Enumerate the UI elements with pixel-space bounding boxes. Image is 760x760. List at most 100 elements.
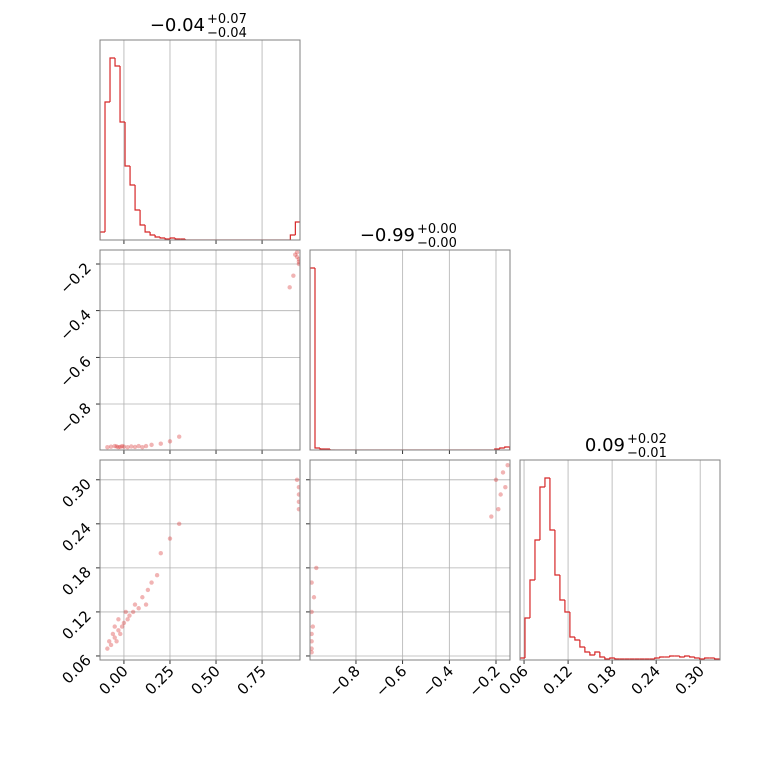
scatter-point [108, 642, 114, 648]
hist-bin [169, 237, 176, 239]
scatter-point [158, 441, 163, 446]
hist-bin [589, 652, 595, 656]
scatter-point [496, 506, 501, 512]
y-tick-label: −0.2 [56, 259, 94, 297]
axes-frame [99, 459, 301, 661]
scatter-point [296, 257, 300, 262]
hist-bin [569, 612, 575, 638]
scatter-point [296, 259, 300, 264]
y-tick-label: −0.6 [56, 352, 94, 390]
scatter-point [314, 565, 319, 571]
scatter-point [105, 646, 110, 651]
hist-bin [669, 655, 675, 657]
scatter-point [167, 439, 173, 444]
scatter-point [116, 628, 121, 633]
hist-bin [539, 486, 545, 540]
hist-bin [544, 477, 550, 487]
scatter-point [500, 470, 506, 475]
scatter-point [296, 506, 300, 512]
scatter-point [143, 443, 149, 449]
y-tick-label: 0.06 [58, 651, 94, 687]
scatter [105, 250, 300, 450]
scatter-point [132, 602, 138, 607]
x-tick-label: −0.2 [465, 662, 503, 700]
title-value: −0.04 [150, 15, 205, 36]
scatter-point [310, 646, 314, 651]
hist-bin [310, 267, 315, 450]
y-tick-label: 0.24 [58, 519, 94, 555]
scatter-point [505, 462, 510, 468]
scatter-point [294, 254, 300, 260]
y-tick-label: 0.18 [58, 563, 94, 599]
scatter-point [112, 624, 117, 629]
scatter-point [118, 631, 123, 637]
scatter-point [149, 580, 154, 585]
x-tick-label: 0.24 [628, 662, 664, 698]
scatter-point [310, 631, 314, 637]
scatter-point [136, 443, 141, 449]
scatter-point [310, 580, 314, 585]
hist-bin [594, 651, 600, 655]
hist-bin [549, 478, 555, 531]
scatter-point [121, 444, 127, 449]
scatter-point [125, 444, 130, 450]
scatter-point [158, 551, 163, 556]
hist-bin [579, 640, 585, 648]
scatter-point [114, 444, 119, 449]
x-tick-label: 0.25 [141, 662, 177, 698]
scatter-point [287, 285, 292, 290]
title-minus: −0.04 [207, 26, 247, 41]
hist-bin [554, 530, 560, 576]
scatter-point [167, 536, 173, 541]
y-tick-label: 0.12 [58, 607, 94, 643]
hist-bin [599, 652, 605, 658]
scatter-point [112, 443, 117, 449]
scatter-point [294, 477, 300, 483]
x-tick-label: 0.30 [672, 662, 708, 698]
hist-bin [609, 657, 615, 659]
hist-bin [699, 658, 705, 660]
scatter-point [176, 434, 182, 439]
axes-frame [99, 39, 301, 241]
scatter-point [110, 631, 116, 637]
scatter-point [310, 624, 316, 629]
hist-bin [684, 655, 690, 657]
scatter-point [130, 609, 136, 615]
scatter-point [136, 606, 141, 611]
title-minus: −0.01 [627, 446, 667, 461]
x-tick-label: −0.4 [419, 662, 457, 700]
hist-bin [109, 57, 116, 102]
scatter-point [119, 443, 125, 449]
scatter-point [310, 639, 314, 644]
title-value: −0.99 [360, 225, 415, 246]
histogram [100, 57, 300, 240]
hist-bin [694, 657, 700, 659]
x-tick-label: 0.06 [496, 662, 532, 698]
hist-bin [704, 657, 710, 659]
hist-bin [584, 647, 590, 653]
x-tick-label: 0.12 [540, 662, 576, 698]
scatter-point [310, 650, 314, 655]
hist-bin [529, 579, 535, 618]
hist-bin [119, 66, 126, 123]
x-tick-label: 0.50 [188, 662, 224, 698]
scatter-point [114, 639, 119, 644]
hist-bin [129, 166, 136, 186]
hist-bin [134, 185, 141, 211]
y-tick-label: 0.30 [58, 475, 94, 511]
hist-bin [520, 657, 525, 660]
scatter-point [116, 444, 121, 450]
y-tick-label: −0.4 [56, 306, 94, 344]
y-tick-label: −0.8 [56, 399, 94, 437]
scatter-point [293, 252, 298, 257]
title-plus: +0.00 [417, 222, 457, 237]
scatter-point [493, 477, 499, 483]
scatter-point [311, 595, 317, 600]
hist-bin [654, 657, 660, 659]
hist-bin [319, 448, 325, 450]
scatter-point [296, 499, 300, 505]
hist-bin [614, 658, 620, 660]
scatter-point [296, 261, 300, 267]
hist-bin [154, 235, 161, 238]
